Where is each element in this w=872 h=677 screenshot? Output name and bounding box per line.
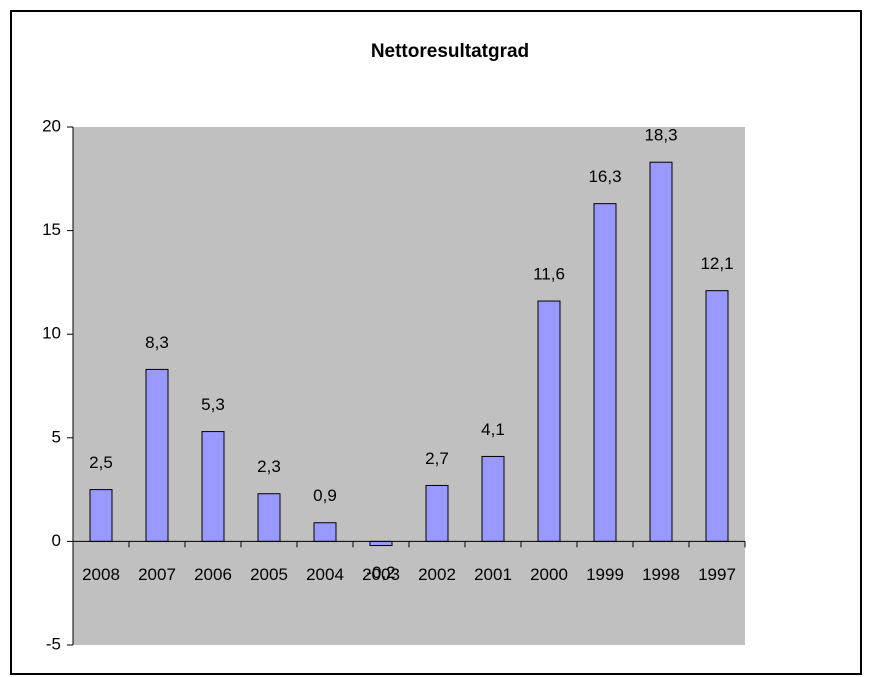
bar [313,522,337,542]
bar [593,203,617,542]
y-tick-label: -5 [46,634,61,653]
y-tick-label: 15 [42,220,61,239]
x-tick-label: 2004 [306,565,344,584]
x-tick-label: 2005 [250,565,288,584]
value-label: 2,5 [89,453,113,472]
y-tick-label: 20 [42,116,61,135]
value-label: 2,3 [257,457,281,476]
x-tick-label: 2007 [138,565,176,584]
x-tick-label: 2001 [474,565,512,584]
value-label: 11,6 [533,265,565,284]
x-tick-label: 1998 [642,565,680,584]
chart-title: Nettoresultatgrad [371,41,529,62]
value-label: 12,1 [700,254,733,273]
value-label: 4,1 [481,420,505,439]
x-tick-label: 2008 [82,565,120,584]
value-label: 18,3 [644,126,677,145]
plot-area [73,127,745,645]
value-label: 16,3 [588,167,621,186]
bar [481,455,505,542]
bar [369,540,393,547]
y-tick-label: 5 [52,427,61,446]
x-tick-label: 2003 [362,565,400,584]
bar [705,290,729,542]
bar [425,484,449,542]
value-label: 8,3 [145,333,169,352]
x-tick-label: 1999 [586,565,624,584]
bar [537,300,561,542]
value-label: 2,7 [425,449,449,468]
bar [257,493,281,542]
bar [201,431,225,542]
x-tick-label: 2002 [418,565,456,584]
x-tick-label: 1997 [698,565,736,584]
value-label: 5,3 [201,395,225,414]
value-label: -0,2 [366,563,395,582]
y-tick-label: 10 [42,324,61,343]
bar [649,161,673,542]
bar [145,368,169,542]
bar [89,489,113,542]
x-tick-label: 2006 [194,565,232,584]
value-label: 0,9 [313,486,337,505]
y-tick-label: 0 [52,531,61,550]
x-tick-label: 2000 [530,565,568,584]
